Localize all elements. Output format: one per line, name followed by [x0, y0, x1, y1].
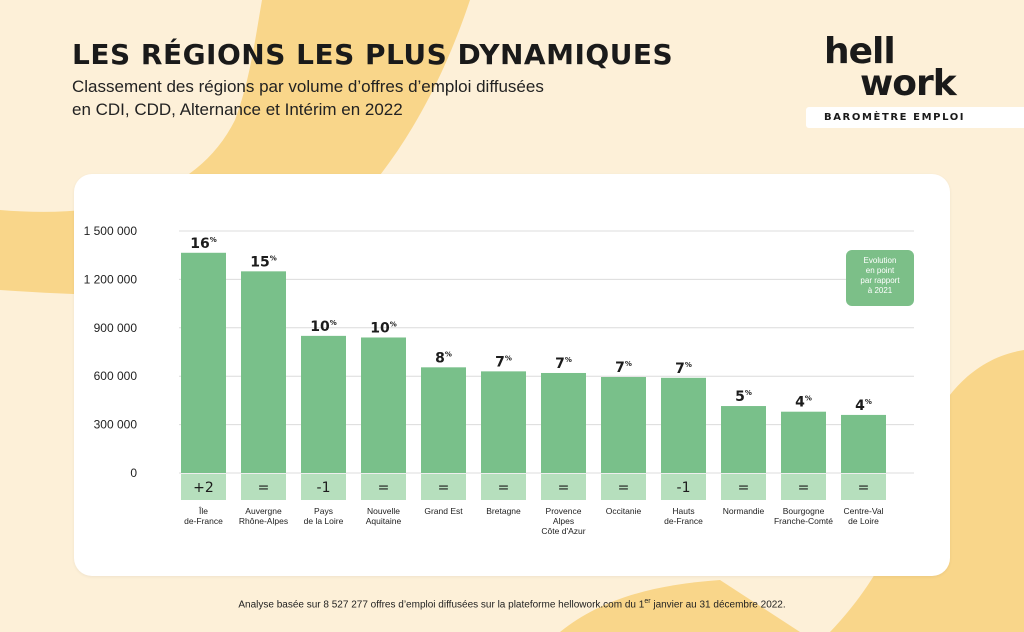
category-label: Nouvelle Aquitaine [366, 506, 402, 526]
legend-line-3: par rapport [860, 276, 900, 285]
bar [481, 371, 526, 473]
evolution-label: = [438, 480, 450, 496]
category-label: Bretagne [486, 506, 521, 516]
bar [181, 252, 226, 473]
evolution-cell [361, 474, 406, 500]
bar [241, 271, 286, 473]
evolution-cell [601, 474, 646, 500]
share-label: 5% [735, 389, 752, 405]
evolution-cell [181, 474, 226, 500]
bar [661, 377, 706, 473]
category-label: Île de-France [184, 506, 223, 526]
y-tick-label: 300 000 [94, 418, 138, 432]
bar [781, 411, 826, 473]
category-label: Pays de la Loire [304, 506, 344, 526]
evolution-legend-badge: Evolution en point par rapport à 2021 [846, 250, 914, 306]
footer-note: Analyse basée sur 8 527 277 offres d’emp… [0, 598, 1024, 610]
y-tick-label: 0 [130, 466, 137, 480]
bar [421, 367, 466, 473]
share-label: 7% [495, 354, 512, 370]
subtitle-line-1: Classement des régions par volume d’offr… [72, 77, 544, 96]
subtitle-line-2: en CDI, CDD, Alternance et Intérim en 20… [72, 100, 403, 119]
evolution-label: = [258, 480, 270, 496]
logo-band: BAROMÈTRE EMPLOI [806, 107, 1024, 128]
evolution-cell [241, 474, 286, 500]
footer-text-before: Analyse basée sur 8 527 277 offres d’emp… [238, 599, 645, 611]
share-label: 4% [855, 398, 872, 414]
bar-chart: 0 300 000 600 000 900 000 1 200 000 1 500 000… [84, 224, 914, 536]
evolution-cell [661, 474, 706, 500]
bar [301, 335, 346, 473]
evolution-label: -1 [317, 480, 331, 496]
evolution-cell [781, 474, 826, 500]
y-tick-label: 900 000 [94, 321, 138, 335]
category-label: Hauts de-France [664, 506, 703, 526]
legend-line-2: en point [865, 266, 895, 275]
chart-card: 0 300 000 600 000 900 000 1 200 000 1 500 000… [74, 174, 950, 576]
bar [721, 406, 766, 473]
header: LES RÉGIONS LES PLUS DYNAMIQUES Classeme… [72, 38, 673, 121]
share-label: 10% [370, 320, 397, 336]
logo-word-line-2: work [860, 63, 957, 104]
evolution-cell [721, 474, 766, 500]
share-label: 10% [310, 319, 337, 335]
evolution-cell [301, 474, 346, 500]
logo-wordmark: hell work [824, 34, 957, 104]
hellowork-logo: hell work BAROMÈTRE EMPLOI [806, 34, 1024, 128]
evolution-label: +2 [193, 480, 214, 496]
share-label: 7% [675, 361, 692, 377]
category-label: Provence Alpes Côte d'Azur [541, 506, 585, 536]
evolution-label: = [558, 480, 570, 496]
category-label: Centre-Val de Loire [844, 506, 884, 526]
evolution-label: -1 [677, 480, 691, 496]
y-tick-label: 600 000 [94, 369, 138, 383]
share-label: 15% [250, 254, 277, 270]
bar [601, 377, 646, 473]
category-label: Bourgogne Franche-Comté [774, 506, 833, 526]
footer-text-after: janvier au 31 décembre 2022. [650, 599, 786, 611]
evolution-label: = [738, 480, 750, 496]
share-label: 7% [615, 360, 632, 376]
evolution-label: = [618, 480, 630, 496]
share-label: 8% [435, 350, 452, 366]
y-tick-label: 1 200 000 [84, 272, 138, 286]
legend-line-1: Evolution [863, 256, 897, 265]
share-label: 4% [795, 395, 812, 411]
evolution-label: = [378, 480, 390, 496]
logo-word-line-1: hell [824, 31, 896, 72]
category-label: Occitanie [606, 506, 642, 516]
bar [361, 337, 406, 473]
category-label: Normandie [723, 506, 765, 516]
legend-line-4: à 2021 [867, 286, 893, 295]
evolution-label: = [498, 480, 510, 496]
page-title: LES RÉGIONS LES PLUS DYNAMIQUES [72, 38, 674, 71]
bar [841, 414, 886, 473]
category-label: Auvergne Rhône-Alpes [239, 506, 288, 526]
y-tick-label: 1 500 000 [84, 224, 138, 238]
evolution-label: = [798, 480, 810, 496]
share-label: 16% [190, 236, 217, 252]
evolution-cell [841, 474, 886, 500]
bar [541, 372, 586, 473]
evolution-cell [481, 474, 526, 500]
category-label: Grand Est [424, 506, 463, 516]
evolution-cell [541, 474, 586, 500]
share-label: 7% [555, 356, 572, 372]
page-subtitle: Classement des régions par volume d’offr… [72, 75, 673, 121]
evolution-cell [421, 474, 466, 500]
evolution-label: = [858, 480, 870, 496]
footer-sup: er [644, 598, 651, 605]
